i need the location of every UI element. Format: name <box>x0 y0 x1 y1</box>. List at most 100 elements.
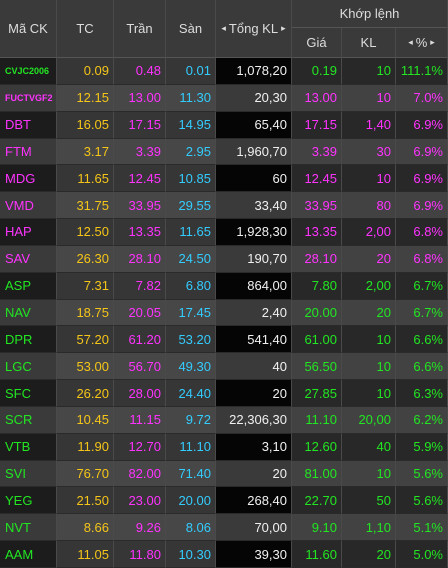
cell-text: 40 <box>376 439 391 455</box>
cell-text: 7.0% <box>413 90 443 106</box>
value-cell: 3,10 <box>216 433 292 461</box>
cell-text: 10 <box>376 466 391 482</box>
cell-text: 6.9% <box>413 117 443 133</box>
value-cell: 26.30 <box>57 245 114 273</box>
value-cell: 28.10 <box>114 245 166 273</box>
cell-text: 5.6% <box>413 492 443 508</box>
cell-text: 0.19 <box>311 63 337 79</box>
symbol-cell[interactable]: YEG <box>0 487 57 515</box>
cell-text: 14.95 <box>178 117 211 133</box>
value-cell: 2,00 <box>342 272 396 300</box>
value-cell: 12.50 <box>57 219 114 246</box>
value-cell: 7.31 <box>57 272 114 300</box>
value-cell: 23.00 <box>114 487 166 515</box>
value-cell: 7.0% <box>396 84 448 112</box>
symbol-cell[interactable]: FUCTVGF2 <box>0 84 57 112</box>
value-cell: 71.40 <box>166 460 216 488</box>
cell-text: 1,078,20 <box>236 63 287 79</box>
symbol-cell[interactable]: SAV <box>0 245 57 273</box>
symbol-cell[interactable]: CVJC2006 <box>0 58 57 85</box>
value-cell: 541,40 <box>216 326 292 354</box>
value-cell: 11.90 <box>57 433 114 461</box>
value-cell: 17.45 <box>166 299 216 327</box>
symbol-cell[interactable]: NVT <box>0 514 57 542</box>
symbol-cell[interactable]: DBT <box>0 111 57 139</box>
value-cell: 0.48 <box>114 58 166 85</box>
cell-text: DPR <box>5 331 33 347</box>
symbol-cell[interactable]: AAM <box>0 541 57 568</box>
symbol-cell[interactable]: MDG <box>0 165 57 193</box>
value-cell: 28.00 <box>114 380 166 407</box>
cell-text: 12.45 <box>128 170 161 186</box>
cell-text: 5.0% <box>413 546 443 562</box>
cell-text: 18.75 <box>76 304 109 320</box>
symbol-cell[interactable]: SVI <box>0 460 57 488</box>
value-cell: 9.10 <box>292 514 342 542</box>
symbol-cell[interactable]: VMD <box>0 192 57 220</box>
cell-text: 56.70 <box>128 358 161 374</box>
symbol-cell[interactable]: SFC <box>0 380 57 407</box>
column-header[interactable]: Trần <box>114 0 166 58</box>
column-header[interactable]: TC <box>57 0 114 58</box>
value-cell: 20,30 <box>216 84 292 112</box>
column-header[interactable]: ◂ Tổng KL ▸ <box>216 0 292 58</box>
cell-text: Tổng KL <box>228 21 279 36</box>
value-cell: 65,40 <box>216 111 292 139</box>
symbol-cell[interactable]: VTB <box>0 433 57 461</box>
symbol-cell[interactable]: SCR <box>0 406 57 434</box>
symbol-cell[interactable]: FTM <box>0 138 57 166</box>
cell-text: 864,00 <box>247 278 287 294</box>
value-cell: 0.09 <box>57 58 114 85</box>
column-header[interactable]: ◂% ▸ <box>396 28 448 58</box>
value-cell: 60 <box>216 165 292 193</box>
symbol-cell[interactable]: DPR <box>0 326 57 354</box>
value-cell: 190,70 <box>216 245 292 273</box>
value-cell: 57.20 <box>57 326 114 354</box>
cell-text: VTB <box>5 439 31 455</box>
cell-text: 3.39 <box>135 143 161 159</box>
cell-text: 22,306,30 <box>229 412 287 428</box>
value-cell: 28.10 <box>292 245 342 273</box>
cell-text: 22.70 <box>304 492 337 508</box>
value-cell: 11.15 <box>114 406 166 434</box>
cell-text: 2,40 <box>261 304 287 320</box>
cell-text: 6.9% <box>413 197 443 213</box>
column-header[interactable]: Giá <box>292 28 342 58</box>
symbol-cell[interactable]: ASP <box>0 272 57 300</box>
cell-text: 53.20 <box>178 331 211 347</box>
cell-text: 9.10 <box>311 519 337 535</box>
cell-text: 27.85 <box>304 385 337 401</box>
value-cell: 2,00 <box>342 219 396 246</box>
cell-text: Sàn <box>178 21 203 36</box>
cell-text: FUCTVGF2 <box>5 92 53 103</box>
cell-text: 3.17 <box>83 143 109 159</box>
cell-text: 12.15 <box>76 90 109 106</box>
column-header[interactable]: Sàn <box>166 0 216 58</box>
symbol-cell[interactable]: HAP <box>0 219 57 246</box>
cell-text: 17.15 <box>128 117 161 133</box>
value-cell: 7.82 <box>114 272 166 300</box>
symbol-cell[interactable]: NAV <box>0 299 57 327</box>
cell-text: 33.95 <box>304 197 337 213</box>
value-cell: 56.70 <box>114 353 166 381</box>
value-cell: 2,40 <box>216 299 292 327</box>
cell-text: TC <box>76 21 94 36</box>
cell-text: CVJC2006 <box>5 65 50 76</box>
symbol-cell[interactable]: LGC <box>0 353 57 381</box>
cell-text: 20.05 <box>128 304 161 320</box>
column-header[interactable]: KL <box>342 28 396 58</box>
cell-text: 6.3% <box>413 385 443 401</box>
value-cell: 20 <box>216 460 292 488</box>
value-cell: 3.39 <box>114 138 166 166</box>
cell-text: 11.10 <box>179 439 211 455</box>
column-header[interactable]: Mã CK <box>0 0 57 58</box>
cell-text: 6.7% <box>413 278 443 294</box>
cell-text: AAM <box>5 546 34 562</box>
cell-text: 16.05 <box>76 117 109 133</box>
cell-text: SVI <box>5 466 26 482</box>
cell-text: 111.1% <box>400 63 443 79</box>
value-cell: 13.00 <box>114 84 166 112</box>
cell-text: FTM <box>5 143 32 159</box>
cell-text: 11.65 <box>77 170 109 186</box>
value-cell: 31.75 <box>57 192 114 220</box>
